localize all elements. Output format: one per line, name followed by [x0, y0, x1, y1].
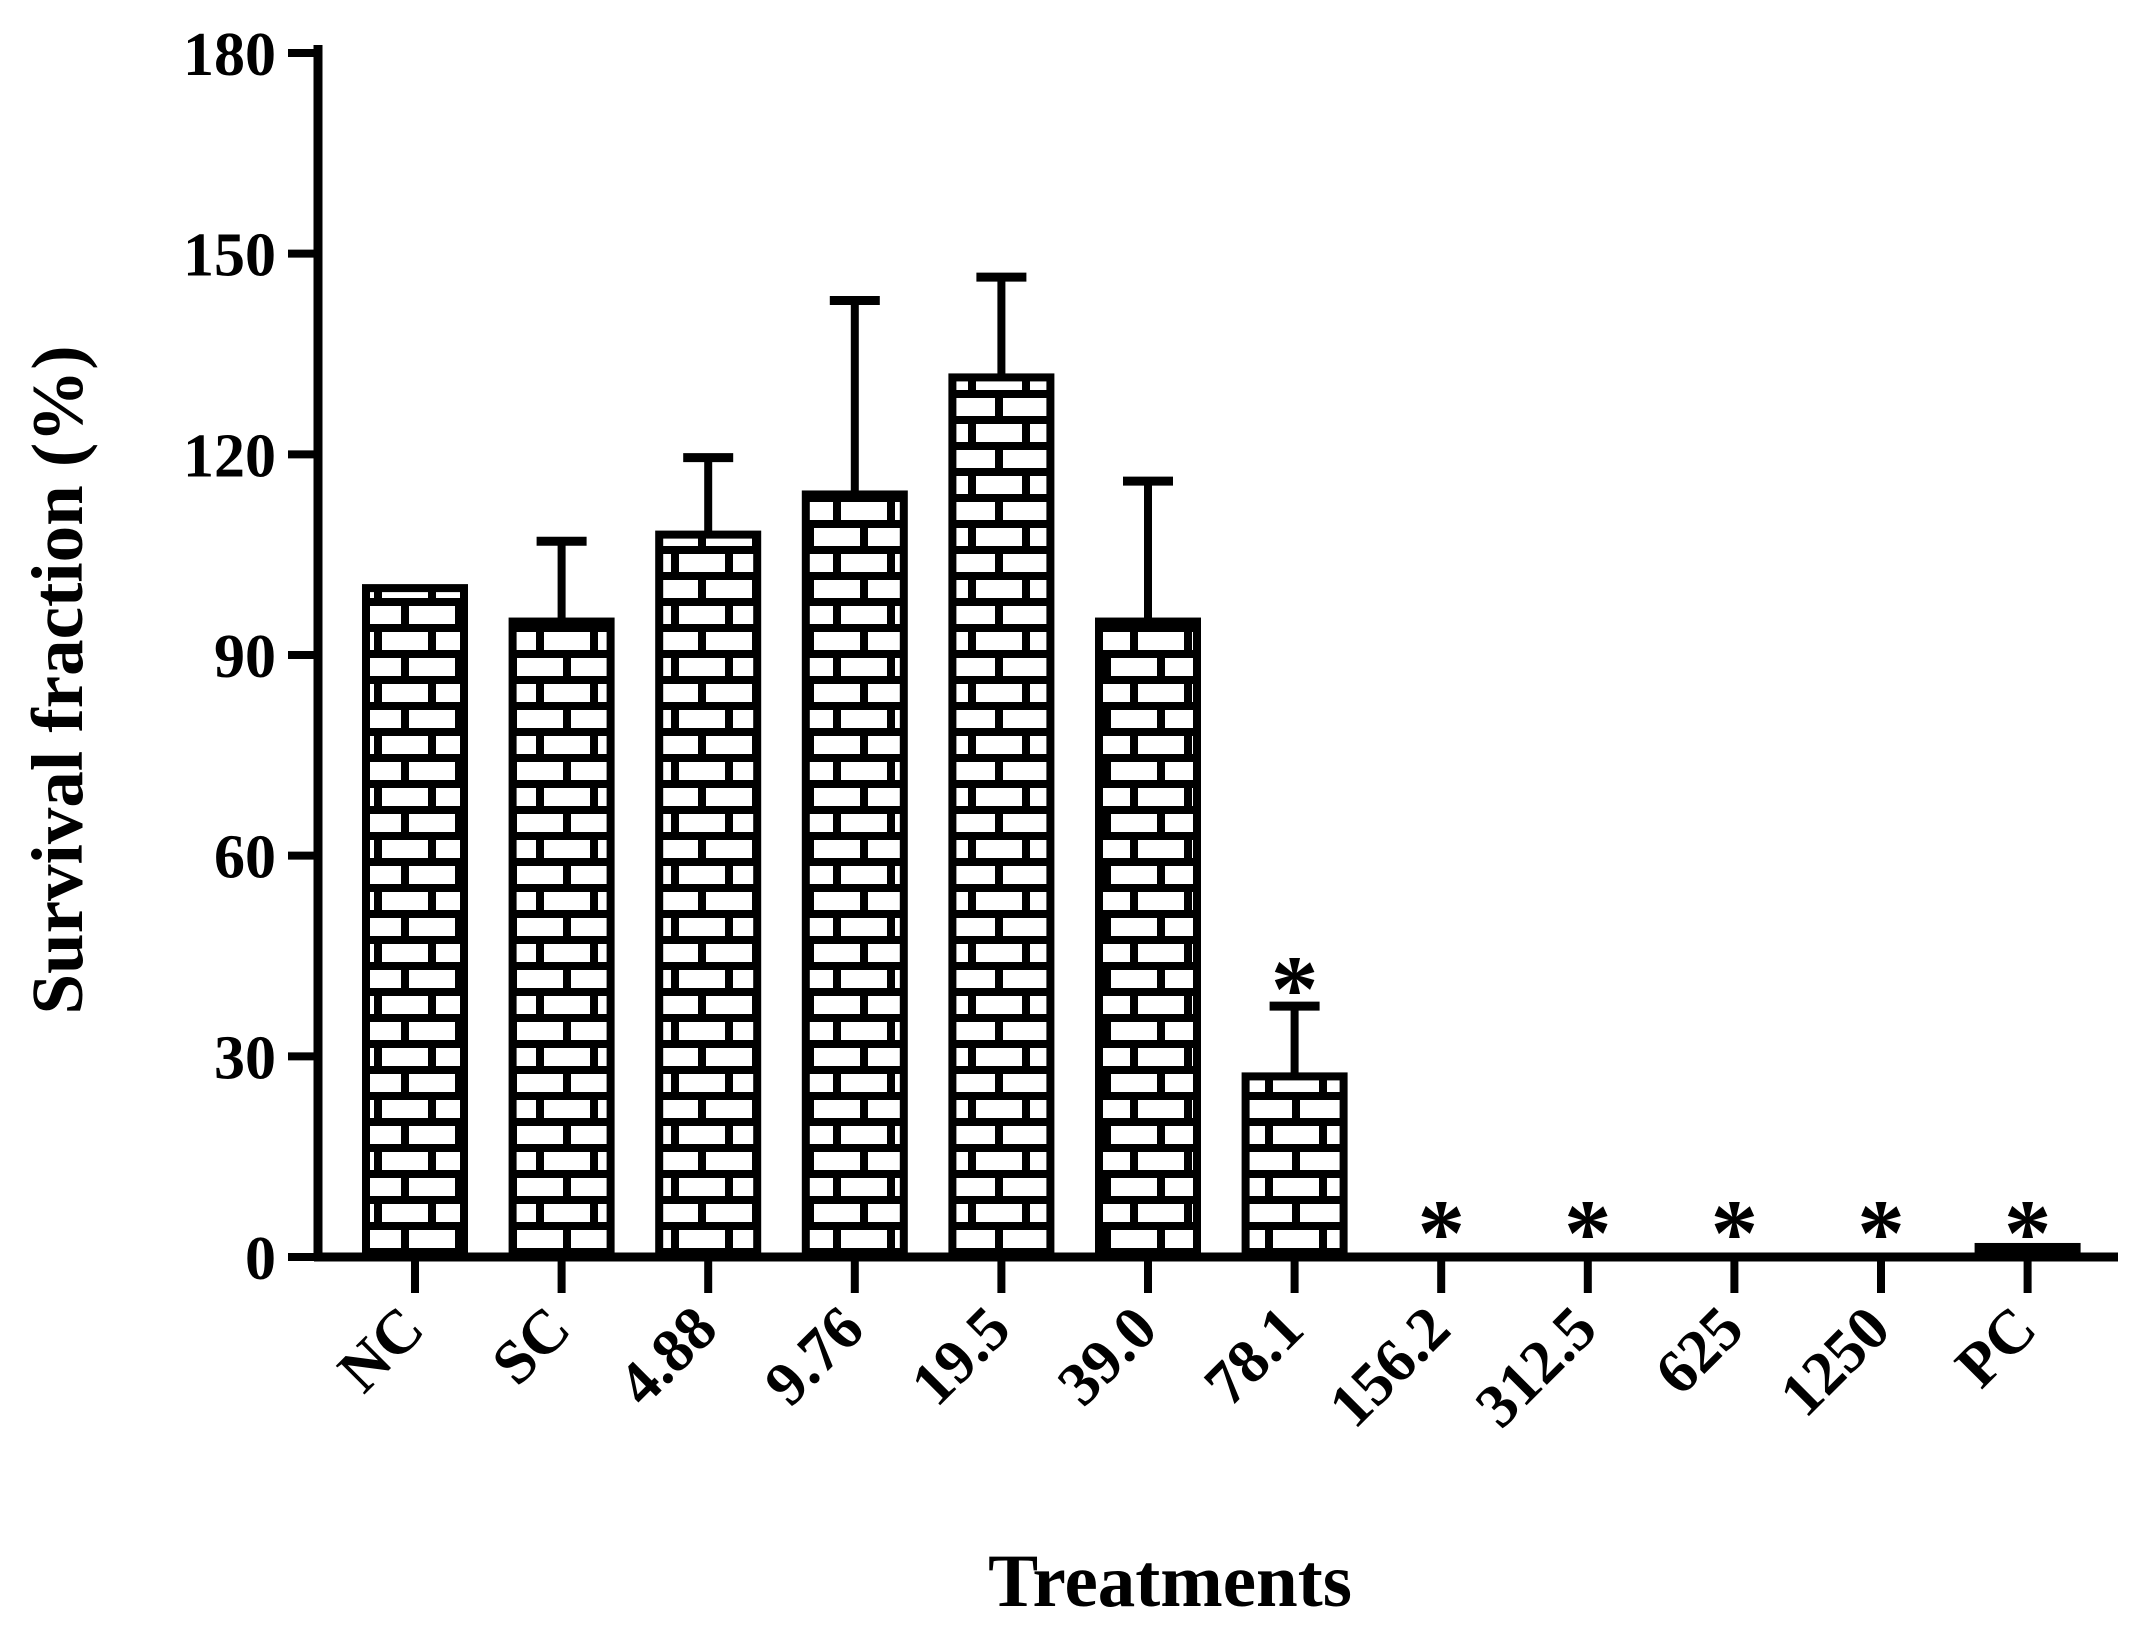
y-tick-label: 180 [183, 21, 276, 89]
y-tick-label: 60 [214, 824, 276, 892]
significance-asterisk: * [1857, 1180, 1905, 1286]
x-category-label: 156.2 [1316, 1294, 1463, 1441]
bar-PC [1974, 1242, 2081, 1262]
bar-78.1 [1241, 1072, 1348, 1262]
x-category-label: SC [479, 1294, 583, 1398]
significance-asterisk: * [1711, 1180, 1759, 1286]
x-category-label: 39.0 [1045, 1294, 1170, 1419]
plot-area: 0 30 60 90 120 150 180 NC SC 4.88 9.76 19.5 39.0 78.1… [183, 21, 2118, 1441]
bar-19.5 [948, 373, 1055, 1261]
x-category-label: 312.5 [1463, 1294, 1610, 1441]
x-category-label: PC [1943, 1294, 2050, 1401]
y-axis-title: Survival fraction (%) [17, 345, 98, 1014]
x-axis-title: Treatments [988, 1540, 1352, 1623]
significance-asterisk: * [1417, 1180, 1465, 1286]
x-category-label: NC [325, 1294, 436, 1405]
bar-39.0 [1095, 617, 1201, 1261]
x-category-label: 78.1 [1192, 1294, 1317, 1419]
x-category-label: 19.5 [898, 1294, 1023, 1419]
bar-4.88 [655, 530, 762, 1261]
y-tick-label: 0 [245, 1225, 276, 1293]
bar-9.76 [801, 490, 908, 1261]
significance-asterisk: * [1564, 1180, 1612, 1286]
bar-SC [508, 617, 615, 1261]
x-category-label: 9.76 [752, 1294, 877, 1419]
y-tick-label: 30 [214, 1024, 276, 1092]
significance-asterisk: * [2004, 1180, 2052, 1286]
bar-NC [362, 584, 468, 1261]
significance-asterisk: * [1271, 936, 1319, 1042]
y-tick-label: 150 [183, 222, 276, 290]
x-category-label: 4.88 [605, 1294, 730, 1419]
y-tick-label: 120 [183, 422, 276, 490]
x-category-label: 1250 [1767, 1294, 1903, 1430]
x-category-label: 625 [1642, 1294, 1756, 1408]
y-tick-label: 90 [214, 623, 276, 691]
